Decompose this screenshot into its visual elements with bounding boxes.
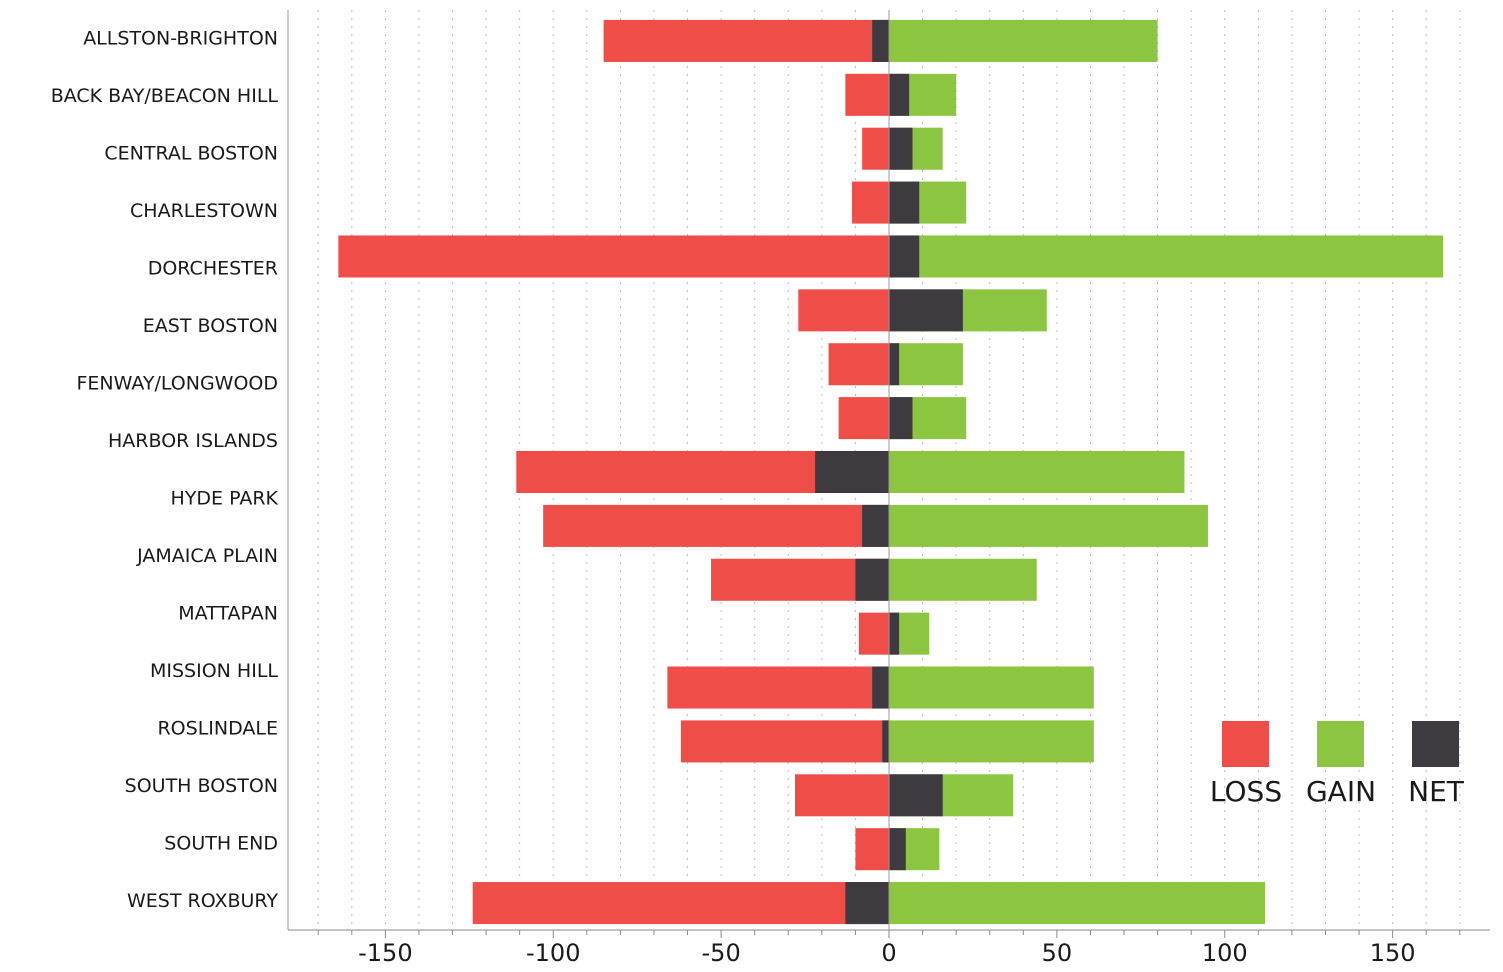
bar xyxy=(889,235,1443,278)
bar xyxy=(889,19,1158,62)
y-tick-label: WEST ROXBURY xyxy=(127,890,278,912)
bar xyxy=(838,397,889,440)
x-tick-label: -100 xyxy=(526,939,580,967)
x-tick-label: 50 xyxy=(1042,939,1073,967)
y-tick-label: CENTRAL BOSTON xyxy=(104,142,278,164)
y-tick-label: JAMAICA PLAIN xyxy=(136,545,278,567)
legend-label: GAIN xyxy=(1306,775,1376,808)
bar xyxy=(889,73,910,116)
bar xyxy=(889,882,1266,925)
bar xyxy=(855,828,889,871)
bar xyxy=(889,666,1094,709)
y-tick-label: EAST BOSTON xyxy=(143,315,278,337)
legend-label: NET xyxy=(1408,775,1465,808)
bar xyxy=(472,882,889,925)
y-tick-label: CHARLESTOWN xyxy=(130,200,278,222)
bar xyxy=(680,720,889,763)
bar xyxy=(882,720,889,763)
bar xyxy=(889,343,900,386)
bar xyxy=(862,504,889,547)
bar xyxy=(889,450,1185,494)
bar xyxy=(603,19,889,62)
bar xyxy=(855,558,889,601)
x-tick-label: 0 xyxy=(881,939,896,967)
y-tick-label: SOUTH END xyxy=(164,832,278,854)
y-tick-label: ALLSTON-BRIGHTON xyxy=(83,27,278,49)
bar xyxy=(889,828,906,871)
y-tick-label: HARBOR ISLANDS xyxy=(108,430,278,452)
bar xyxy=(889,289,963,332)
x-tick-label: -150 xyxy=(358,939,412,967)
bar xyxy=(872,666,889,709)
x-tick-label: 150 xyxy=(1370,939,1416,967)
bar xyxy=(889,774,943,817)
y-tick-label: MATTAPAN xyxy=(178,602,278,624)
bar xyxy=(852,181,889,224)
bar xyxy=(889,235,920,278)
x-tick-label: -50 xyxy=(702,939,741,967)
bar xyxy=(889,181,920,224)
legend-swatch xyxy=(1412,721,1459,767)
bar xyxy=(798,289,889,332)
bar xyxy=(889,397,913,440)
bar xyxy=(872,19,889,62)
legend-swatch xyxy=(1317,721,1364,767)
bar xyxy=(667,666,889,709)
bar xyxy=(889,720,1094,763)
bar xyxy=(338,235,889,278)
y-tick-label: HYDE PARK xyxy=(171,487,279,509)
x-tick-label: 100 xyxy=(1202,939,1248,967)
y-tick-label: SOUTH BOSTON xyxy=(125,775,278,797)
legend-label: LOSS xyxy=(1210,775,1282,808)
bar xyxy=(845,73,889,116)
y-tick-label: MISSION HILL xyxy=(150,660,278,682)
y-tick-label: BACK BAY/BEACON HILL xyxy=(51,85,279,107)
bar xyxy=(815,450,889,494)
bar xyxy=(828,343,889,386)
bar xyxy=(862,127,889,170)
bar xyxy=(889,127,913,170)
bar xyxy=(889,504,1208,547)
bar xyxy=(794,774,889,817)
bar xyxy=(845,882,889,925)
bar xyxy=(889,612,900,655)
bar xyxy=(889,343,963,386)
bar xyxy=(889,558,1037,601)
bar xyxy=(543,504,889,547)
y-tick-label: ROSLINDALE xyxy=(157,717,278,739)
legend-swatch xyxy=(1222,721,1269,767)
y-tick-label: DORCHESTER xyxy=(148,257,278,279)
bar xyxy=(858,612,889,655)
y-tick-label: FENWAY/LONGWOOD xyxy=(76,372,278,394)
